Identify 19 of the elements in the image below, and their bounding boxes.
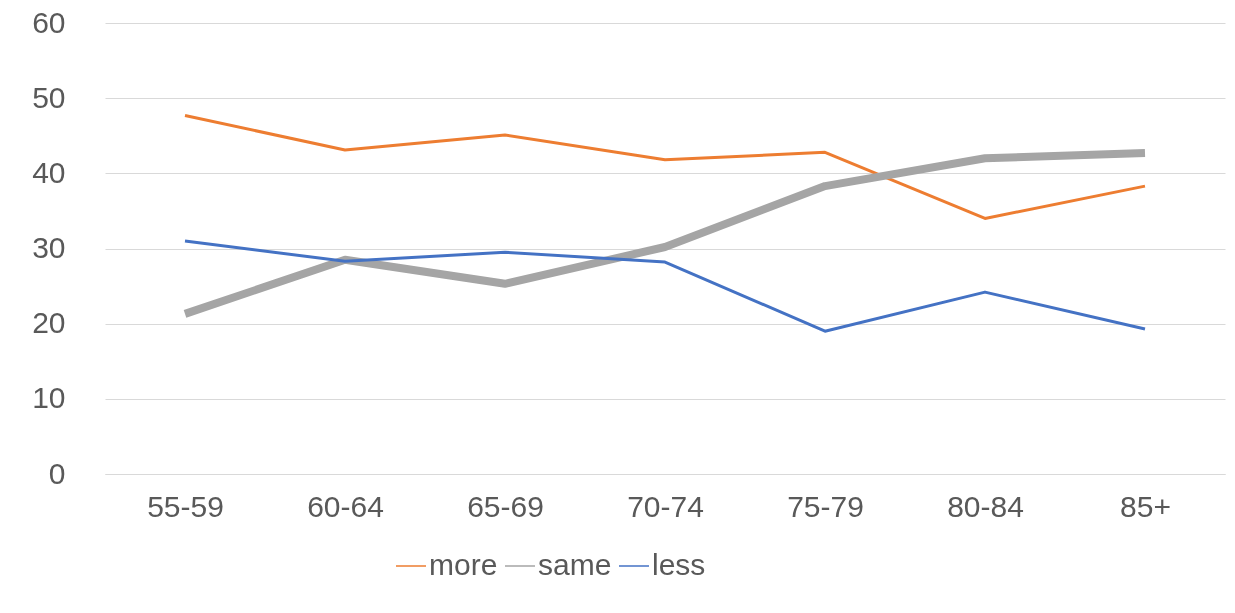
y-tick-label: 20 [32, 306, 66, 340]
x-tick-label: 55-59 [147, 489, 224, 523]
x-tick-label: 65-69 [467, 489, 544, 523]
legend-label: same [538, 548, 612, 581]
y-tick-label: 60 [32, 5, 66, 39]
y-tick-label: 0 [48, 456, 66, 490]
y-tick-label: 30 [32, 231, 66, 264]
legend-label: more [429, 548, 498, 581]
legend-label: less [652, 548, 706, 581]
line-series [183, 113, 1147, 220]
y-tick-label: 50 [32, 80, 66, 114]
x-tick-label: 85+ [1120, 489, 1171, 523]
y-tick-label: 40 [32, 155, 66, 189]
x-tick-label: 80-84 [947, 489, 1024, 523]
x-tick-label: 60-64 [307, 489, 384, 523]
x-tick-label: 75-79 [787, 489, 864, 523]
x-tick-label: 70-74 [627, 489, 704, 523]
line-series [183, 239, 1147, 333]
y-tick-label: 10 [32, 381, 66, 415]
